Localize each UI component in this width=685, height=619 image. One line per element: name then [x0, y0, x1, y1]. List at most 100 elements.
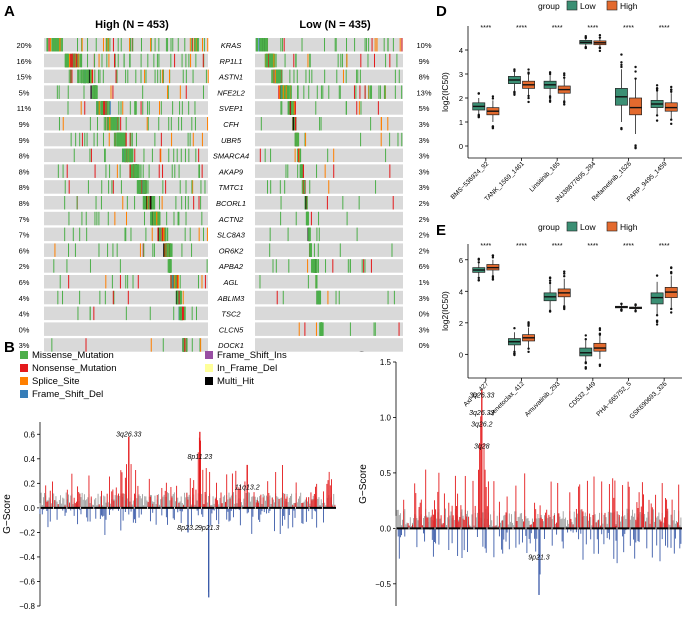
oncoplot-mutation-cell [152, 211, 154, 226]
oncoplot-mutation-cell [138, 180, 140, 194]
oncoplot-mutation-cell [394, 69, 396, 84]
box-y-tick-label: 4 [459, 287, 463, 296]
box-outlier [563, 305, 566, 308]
oncoplot-mutation-cell [198, 148, 200, 163]
oncoplot-mutation-cell [161, 69, 163, 84]
oncoplot-mutation-cell [108, 101, 110, 115]
oncoplot-mutation-cell [77, 69, 79, 84]
oncoplot-mutation-cell [203, 38, 205, 52]
oncoplot-mutation-cell [163, 243, 165, 257]
oncoplot-high-pct: 8% [19, 183, 30, 192]
oncoplot-mutation-cell [139, 243, 141, 257]
oncoplot-mutation-cell [58, 85, 60, 99]
oncoplot-mutation-cell [279, 180, 281, 194]
oncoplot-mutation-cell [129, 38, 131, 52]
oncoplot-mutation-cell [87, 180, 89, 194]
oncoplot-mutation-cell [76, 53, 78, 68]
oncoplot-gene-label: KRAS [221, 41, 241, 50]
oncoplot-mutation-cell [299, 148, 301, 163]
oncoplot-mutation-cell [138, 164, 140, 178]
oncoplot-mutation-cell [173, 275, 175, 289]
oncoplot-mutation-cell [172, 275, 174, 289]
oncoplot-mutation-cell [342, 69, 344, 84]
oncoplot-mutation-cell [309, 53, 311, 68]
oncoplot-mutation-cell [260, 38, 262, 52]
panel-label-a: A [4, 3, 15, 20]
oncoplot-mutation-cell [116, 132, 118, 147]
oncoplot-mutation-cell [129, 132, 131, 147]
oncoplot-mutation-cell [144, 196, 146, 210]
oncoplot-mutation-cell [317, 290, 319, 305]
oncoplot-mutation-cell [108, 117, 110, 131]
oncoplot-mutation-cell [104, 148, 106, 163]
oncoplot-mutation-cell [178, 211, 180, 226]
oncoplot-mutation-cell [327, 148, 329, 163]
oncoplot-mutation-cell [127, 69, 129, 84]
oncoplot-mutation-cell [328, 85, 330, 99]
oncoplot-mutation-cell [297, 132, 300, 147]
oncoplot-mutation-cell [93, 132, 95, 147]
oncoplot-mutation-cell [86, 69, 88, 84]
oncoplot-mutation-cell [262, 38, 265, 52]
oncoplot-mutation-cell [195, 306, 197, 321]
gscore-y-tick-label: 0.0 [380, 524, 392, 533]
oncoplot-mutation-cell [88, 69, 90, 84]
oncoplot-mutation-cell [118, 117, 120, 131]
oncoplot-mutation-cell [278, 69, 281, 84]
oncoplot-mutation-cell [156, 211, 158, 226]
oncoplot-mutation-cell [84, 69, 86, 84]
oncoplot-mutation-cell [178, 306, 180, 321]
box-outlier [477, 257, 480, 261]
oncoplot-gene-label: AGL [222, 278, 238, 287]
oncoplot-mutation-cell [57, 290, 59, 305]
oncoplot-mutation-cell [277, 69, 279, 84]
oncoplot-mutation-cell [92, 85, 95, 99]
oncoplot-mutation-cell [328, 180, 330, 194]
oncoplot-mutation-cell [180, 306, 182, 321]
oncoplot-mutation-cell [180, 290, 182, 305]
oncoplot-mutation-cell [192, 132, 194, 147]
oncoplot-mutation-cell [125, 306, 127, 321]
oncoplot-low-pct: 6% [419, 262, 430, 271]
oncoplot-mutation-cell [119, 259, 121, 273]
box-outlier [634, 303, 637, 307]
oncoplot-mutation-cell [188, 148, 190, 163]
box-significance: **** [659, 243, 670, 250]
oncoplot-mutation-cell [181, 53, 183, 68]
oncoplot-mutation-cell [200, 196, 202, 210]
oncoplot-legend-swatch [20, 377, 28, 385]
box-outlier [477, 279, 480, 282]
oncoplot-legend-label: Missense_Mutation [32, 350, 114, 361]
oncoplot-mutation-cell [188, 101, 190, 115]
oncoplot-mutation-cell [173, 148, 175, 163]
oncoplot-mutation-cell [160, 101, 162, 115]
oncoplot-mutation-cell [156, 211, 158, 226]
box-legend-label: High [620, 222, 638, 232]
oncoplot-mutation-cell [150, 38, 152, 52]
oncoplot-mutation-cell [202, 85, 204, 99]
oncoplot-mutation-cell [305, 196, 307, 210]
oncoplot-low-row-bg [255, 132, 403, 147]
oncoplot-mutation-cell [340, 53, 342, 68]
drug-boxplot-d-panel: group Low High 0 1 2 3 4 log2(IC50) **** BMS−53692… [440, 0, 682, 204]
oncoplot-mutation-cell [172, 38, 174, 52]
oncoplot-mutation-cell [89, 69, 91, 84]
oncoplot-high-pct: 8% [19, 199, 30, 208]
oncoplot-mutation-cell [154, 132, 156, 147]
oncoplot-mutation-cell [374, 38, 376, 52]
oncoplot-mutation-cell [162, 164, 164, 178]
oncoplot-mutation-cell [285, 164, 287, 178]
box-outlier [634, 77, 637, 80]
oncoplot-mutation-cell [90, 85, 92, 99]
oncoplot-mutation-cell [131, 164, 133, 178]
oncoplot-mutation-cell [75, 132, 77, 147]
oncoplot-mutation-cell [133, 164, 135, 178]
box-x-tick-label: PARP_9495_1459 [626, 160, 669, 203]
box-outlier [548, 309, 552, 313]
oncoplot-mutation-cell [287, 164, 289, 178]
box-outlier [491, 97, 495, 100]
box-outlier [548, 100, 552, 103]
oncoplot-mutation-cell [276, 290, 278, 305]
oncoplot-mutation-cell [132, 148, 134, 163]
oncoplot-mutation-cell [112, 180, 114, 194]
